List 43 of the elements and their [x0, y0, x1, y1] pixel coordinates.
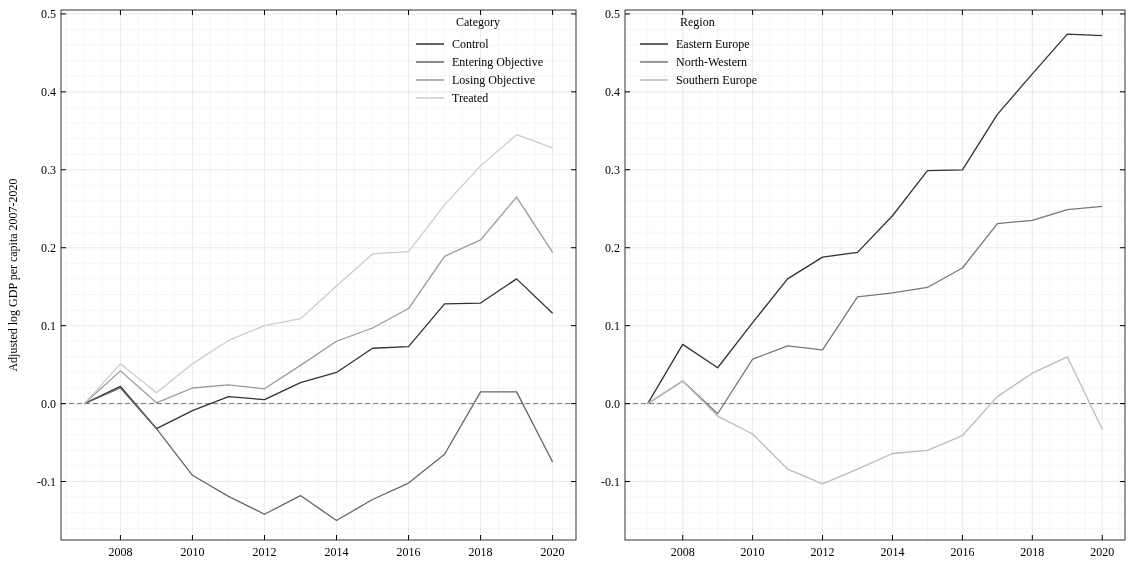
line-series — [647, 33, 1103, 405]
legend-label: Control — [452, 37, 490, 52]
y-tick-label: 0.4 — [41, 85, 56, 100]
y-tick-label: -0.1 — [37, 474, 56, 489]
legend-label: North-Western — [676, 55, 748, 70]
line-series — [83, 134, 554, 405]
x-tick-label: 2016 — [396, 545, 421, 559]
legend-label: Losing Objective — [452, 73, 535, 88]
x-tick-label: 2012 — [810, 545, 835, 559]
x-tick-label: 2018 — [468, 545, 493, 559]
y-tick-label: 0.3 — [605, 162, 620, 177]
x-tick-label: 2010 — [740, 545, 765, 559]
line-series — [647, 356, 1103, 485]
y-tick-label: 0.5 — [41, 7, 56, 22]
legend-title: Region — [680, 15, 715, 29]
y-tick-label: 0.2 — [605, 240, 620, 255]
y-tick-label: 0.1 — [605, 318, 620, 333]
line-series — [83, 387, 554, 522]
legend-label: Eastern Europe — [676, 37, 750, 52]
x-tick-label: 2016 — [950, 545, 975, 559]
line-series — [83, 196, 554, 405]
legend-label: Southern Europe — [676, 73, 757, 88]
x-tick-label: 2018 — [1020, 545, 1045, 559]
x-tick-label: 2008 — [670, 545, 695, 559]
y-tick-label: -0.1 — [601, 474, 620, 489]
y-tick-label: 0.4 — [605, 85, 620, 100]
y-tick-label: 0.2 — [41, 240, 56, 255]
legend-label: Entering Objective — [452, 55, 543, 70]
x-tick-label: 2014 — [324, 545, 349, 559]
legend-label: Treated — [452, 91, 489, 106]
x-tick-label: 2014 — [880, 545, 905, 559]
y-tick-label: 0.0 — [605, 396, 620, 411]
y-tick-label: 0.1 — [41, 318, 56, 333]
x-tick-label: 2020 — [1090, 545, 1115, 559]
legend-title: Category — [456, 15, 500, 29]
x-tick-label: 2012 — [252, 545, 277, 559]
x-tick-label: 2008 — [108, 545, 133, 559]
y-axis-title: Adjusted log GDP per capita 2007-2020 — [6, 178, 20, 372]
y-tick-label: 0.3 — [41, 162, 56, 177]
y-tick-label: 0.5 — [605, 7, 620, 22]
x-tick-label: 2020 — [540, 545, 565, 559]
y-tick-label: 0.0 — [41, 396, 56, 411]
x-tick-label: 2010 — [180, 545, 205, 559]
